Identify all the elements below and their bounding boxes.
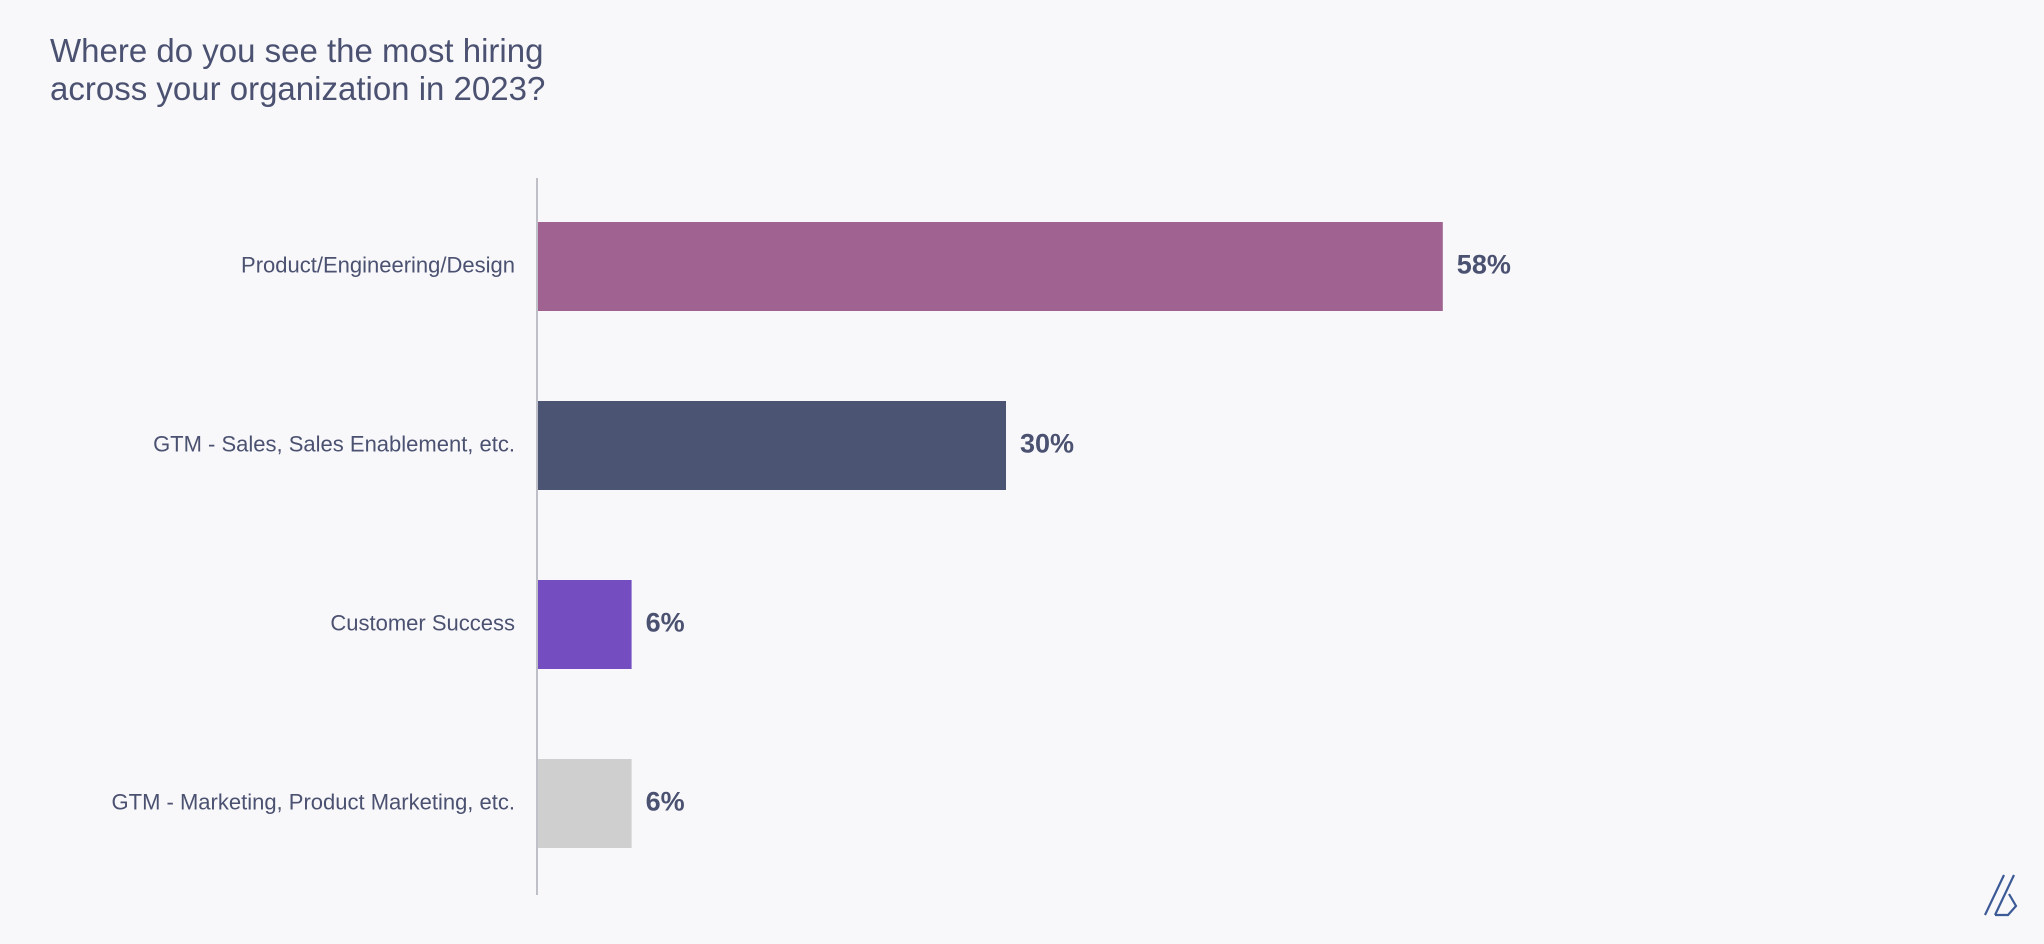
- category-label-4: GTM - Marketing, Product Marketing, etc.: [112, 789, 515, 814]
- value-label-4: 6%: [646, 787, 685, 817]
- value-label-3: 6%: [646, 608, 685, 638]
- category-label-2: GTM - Sales, Sales Enablement, etc.: [153, 431, 515, 456]
- bar-2: [538, 401, 1006, 490]
- bars-group: Product/Engineering/Design 58% GTM - Sales…: [112, 222, 1511, 848]
- bar-4: [538, 759, 632, 848]
- category-label-3: Customer Success: [330, 610, 515, 635]
- bar-1: [538, 222, 1443, 311]
- chart-title-line-1: Where do you see the most hiring: [50, 32, 544, 69]
- chart-title: Where do you see the most hiring across …: [50, 32, 750, 108]
- value-label-1: 58%: [1457, 250, 1511, 280]
- company-logo-icon: [1984, 874, 2018, 917]
- value-label-2: 30%: [1020, 429, 1074, 459]
- bar-3: [538, 580, 632, 669]
- chart-title-line-2: across your organization in 2023?: [50, 70, 546, 107]
- category-label-1: Product/Engineering/Design: [241, 252, 515, 277]
